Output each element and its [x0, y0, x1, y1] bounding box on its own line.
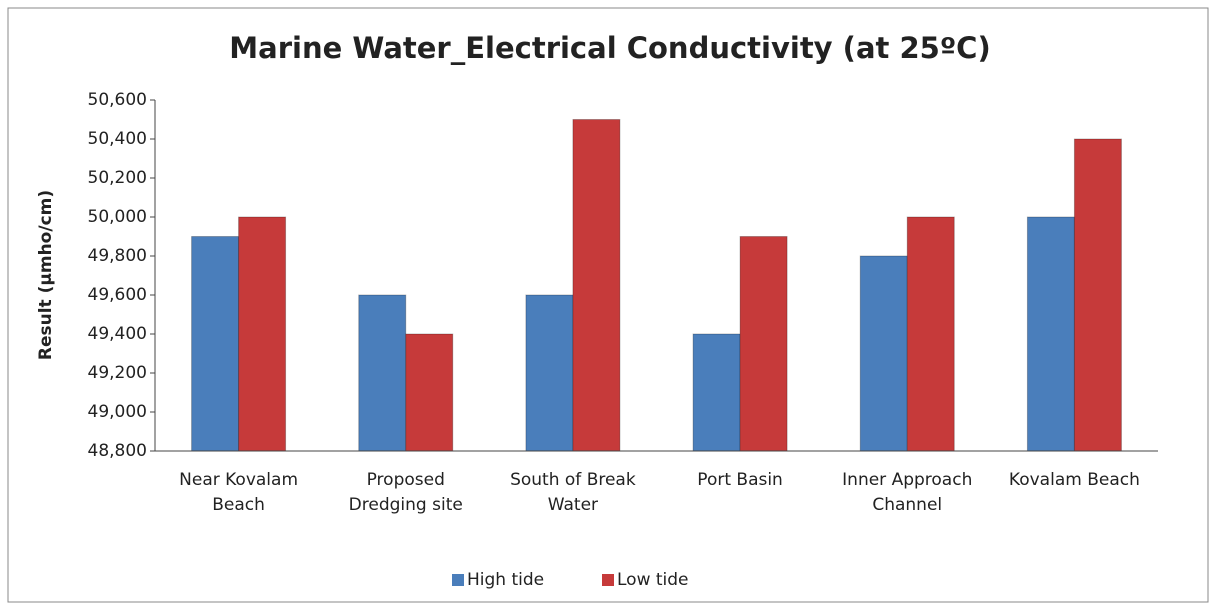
bar [692, 333, 741, 452]
x-tick-label: Near Kovalam Beach [179, 470, 299, 515]
legend-label: Low tide [617, 570, 689, 590]
bar [525, 294, 574, 452]
y-tick-label: 49,600 [88, 285, 147, 305]
chart-title: Marine Water_Electrical Conductivity (at… [229, 31, 990, 65]
x-tick-label: Kovalam Beach [1008, 470, 1140, 490]
bar [1073, 138, 1122, 452]
bar [358, 294, 407, 452]
bar [238, 216, 287, 452]
y-tick-label: 50,200 [88, 168, 147, 188]
x-tick-label: South of Break Water [510, 470, 636, 515]
x-tick-label: Proposed Dredging site [348, 470, 463, 515]
legend-swatch [452, 574, 464, 586]
bar [191, 236, 240, 452]
y-tick-label: 49,800 [88, 246, 147, 266]
y-tick-label: 50,400 [88, 129, 147, 149]
y-tick-label: 49,400 [88, 324, 147, 344]
y-tick-label: 49,200 [88, 363, 147, 383]
bar [906, 216, 955, 452]
bar [739, 236, 788, 452]
bar [572, 119, 621, 452]
x-tick-label: Inner Approach Channel [842, 470, 973, 515]
y-tick-label: 48,800 [88, 441, 147, 461]
legend-swatch [602, 574, 614, 586]
x-tick-label: Port Basin [697, 470, 783, 490]
bar [859, 255, 908, 452]
bar [405, 333, 454, 452]
y-tick-label: 50,000 [88, 207, 147, 227]
y-tick-label: 50,600 [88, 90, 147, 110]
legend-label: High tide [467, 570, 544, 590]
y-axis-title: Result (µmho/cm) [36, 190, 56, 360]
bar [1026, 216, 1075, 452]
y-tick-label: 49,000 [88, 402, 147, 422]
